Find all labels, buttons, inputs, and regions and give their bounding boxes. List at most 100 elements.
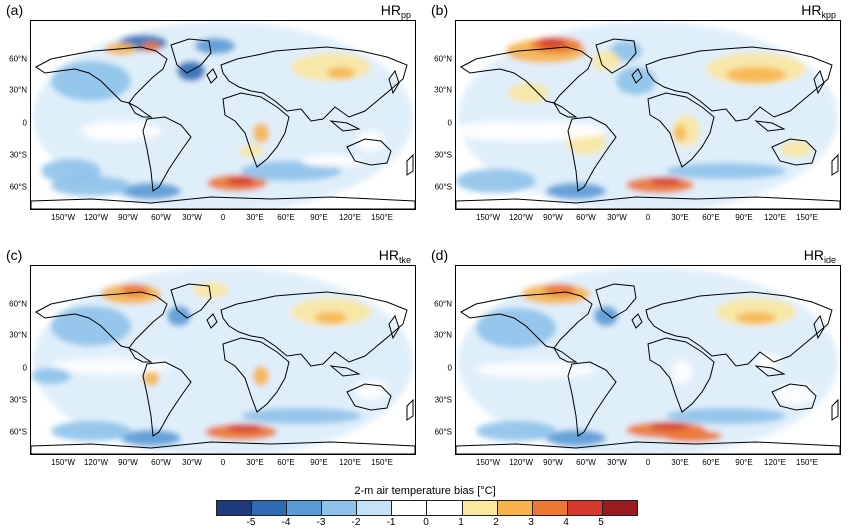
lat-tick-label: 30°N xyxy=(9,85,27,95)
bias-region xyxy=(193,282,229,298)
bias-region xyxy=(476,362,596,378)
lon-tick-label: 30°W xyxy=(182,213,202,222)
bias-region xyxy=(51,61,131,101)
panel-title-sub: ide xyxy=(823,255,836,265)
colorbar-tick-label: -5 xyxy=(246,517,256,528)
coastline xyxy=(771,138,817,166)
coastline xyxy=(206,313,218,329)
bias-region xyxy=(672,360,692,384)
bias-region xyxy=(253,123,269,143)
colorbar-swatch xyxy=(287,501,323,515)
coastline xyxy=(831,398,839,421)
bias-region xyxy=(456,121,606,141)
lon-tick-label: 0 xyxy=(645,458,651,467)
colorbar-swatch xyxy=(322,501,358,515)
lat-tick-label: 60°S xyxy=(9,427,27,437)
lat-tick-label: 30°S xyxy=(434,150,452,160)
lon-tick-label: 90°W xyxy=(118,213,138,222)
bias-field xyxy=(31,22,415,209)
bias-region xyxy=(662,430,722,442)
bias-region xyxy=(594,306,618,326)
coastline xyxy=(647,92,715,168)
bias-region xyxy=(51,358,171,374)
panel-label: (d) xyxy=(431,247,449,263)
colorbar-swatch xyxy=(392,501,428,515)
bias-map xyxy=(455,20,841,210)
colorbar-tick-label: -1 xyxy=(386,517,396,528)
lat-tick-label: 30°N xyxy=(434,330,452,340)
colorbar-swatch xyxy=(357,501,393,515)
lon-tick-label: 150°W xyxy=(50,458,76,467)
coastline xyxy=(460,46,593,104)
lon-tick-label: 150°W xyxy=(50,213,76,222)
bias-region xyxy=(121,430,181,446)
coastline xyxy=(220,291,408,367)
coastline xyxy=(222,92,290,168)
bias-region xyxy=(327,67,355,79)
coastline xyxy=(142,116,192,192)
bias-region xyxy=(241,408,361,424)
lat-tick-label: 0 xyxy=(447,118,452,128)
bias-region xyxy=(476,308,556,348)
lat-tick-label: 0 xyxy=(22,363,27,373)
coastline xyxy=(813,314,825,340)
coastline xyxy=(388,314,400,340)
bias-region xyxy=(195,38,235,54)
coastline xyxy=(754,120,786,132)
coastline xyxy=(329,120,361,132)
bias-region xyxy=(546,183,606,199)
bias-region xyxy=(616,67,656,95)
coastline xyxy=(127,346,153,363)
bias-region xyxy=(81,121,161,141)
panel-label: (a) xyxy=(6,2,24,18)
lon-tick-label: 60°E xyxy=(277,213,295,222)
lon-tick-label: 60°E xyxy=(702,213,720,222)
lat-tick-label: 60°S xyxy=(434,182,452,192)
bias-map xyxy=(30,265,416,455)
bias-region xyxy=(41,159,101,183)
lon-tick-label: 90°W xyxy=(543,213,563,222)
coastline xyxy=(31,441,415,454)
lat-tick-label: 30°N xyxy=(434,85,452,95)
lon-tick-label: 150°E xyxy=(371,213,393,222)
lat-tick-label: 60°N xyxy=(9,299,27,309)
lon-tick-label: 0 xyxy=(220,458,226,467)
lon-tick-label: 60°W xyxy=(151,458,171,467)
colorbar-tick-label: 2 xyxy=(493,517,499,528)
bias-region xyxy=(253,366,269,386)
coastline xyxy=(771,383,817,411)
coastline xyxy=(456,441,840,454)
lon-tick-label: 120°W xyxy=(508,213,534,222)
coastline xyxy=(35,291,168,349)
lat-tick-label: 30°S xyxy=(9,395,27,405)
bias-region xyxy=(31,368,71,384)
coastline xyxy=(31,196,415,209)
lon-tick-label: 0 xyxy=(220,213,226,222)
bias-region xyxy=(538,38,566,48)
bias-region xyxy=(508,83,548,103)
bias-region xyxy=(650,422,690,430)
colorbar-swatch xyxy=(462,501,498,515)
bias-region xyxy=(357,131,385,151)
colorbar-tick-label: 3 xyxy=(528,517,534,528)
coastline xyxy=(552,101,578,118)
bias-region xyxy=(301,155,361,167)
panel-title: HRkpp xyxy=(801,2,836,20)
colorbar-tick-label: -2 xyxy=(351,517,361,528)
colorbar-swatch xyxy=(602,501,637,515)
coastline xyxy=(406,398,414,421)
lon-tick-label: 60°E xyxy=(277,458,295,467)
panel-title-sub: tke xyxy=(398,255,411,265)
coastline xyxy=(142,361,192,437)
coastline xyxy=(567,361,617,437)
coastline xyxy=(35,46,168,104)
lon-tick-label: 150°W xyxy=(475,213,501,222)
colorbar-tick-label: 0 xyxy=(423,517,429,528)
bias-region xyxy=(227,177,255,185)
map-panel: (d) HRide 60°N 30°N 0 30°S 60°S 150°W 120°W 90°W 6… xyxy=(425,245,850,490)
bias-region xyxy=(315,312,347,324)
colorbar-swatch xyxy=(497,501,533,515)
colorbar-tick-label: -3 xyxy=(316,517,326,528)
panel-title-main: HR xyxy=(380,2,401,18)
coastline xyxy=(346,138,392,166)
